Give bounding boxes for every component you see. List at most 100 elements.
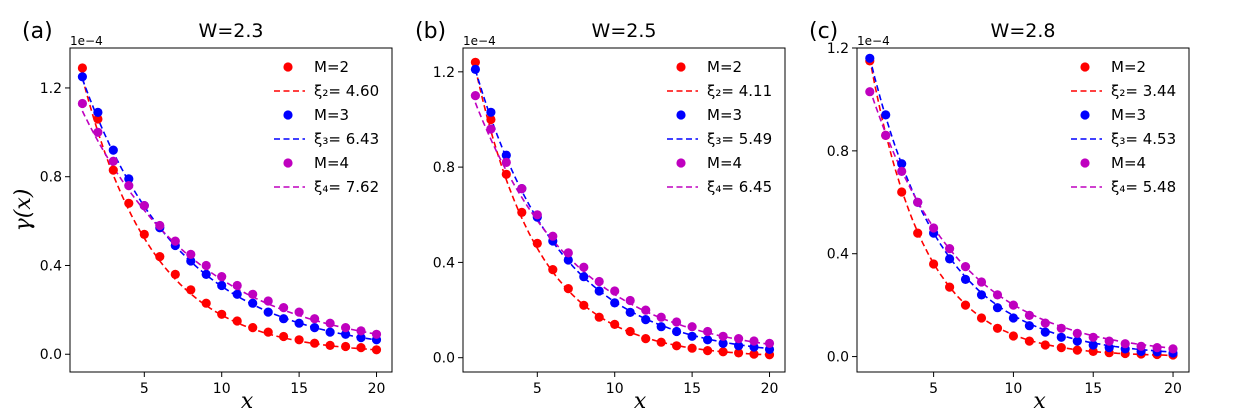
data-point-series-2-x-5	[929, 223, 939, 233]
x-tick-label: 15	[1084, 381, 1102, 397]
data-point-series-0-x-8	[976, 313, 987, 323]
data-point-series-1-x-16	[310, 323, 320, 333]
data-point-series-2-x-16	[1104, 336, 1114, 346]
data-point-series-1-x-19	[356, 333, 366, 343]
legend: M=2 ξ₂= 3.44 M=3 ξ₃= 4.53 M=4 ξ₄= 5.48	[1071, 58, 1176, 196]
x-tick-label: 5	[140, 381, 149, 397]
legend-series-label: M=2	[314, 58, 349, 76]
legend: M=2 ξ₂= 4.60 M=3 ξ₃= 6.43 M=4 ξ₄= 7.62	[274, 58, 379, 196]
data-point-series-0-x-10	[217, 309, 227, 319]
data-point-series-0-x-5	[532, 238, 542, 248]
data-point-series-0-x-15	[687, 343, 697, 353]
data-point-series-0-x-1	[77, 63, 87, 73]
y-tick-label: 0.0	[40, 347, 62, 363]
data-point-series-1-x-8	[976, 290, 987, 300]
data-point-series-1-x-18	[734, 341, 744, 351]
data-point-series-2-x-8	[976, 277, 987, 287]
y-tick-label: 0.0	[827, 350, 849, 366]
legend-marker-0	[283, 62, 293, 72]
data-point-series-2-x-1	[470, 91, 480, 101]
data-point-series-2-x-17	[1120, 339, 1130, 349]
x-tick-label: 10	[1005, 381, 1023, 397]
data-point-series-2-x-15	[1088, 332, 1098, 342]
legend-fit-label: ξ₃= 5.49	[707, 130, 772, 148]
data-point-series-1-x-1	[865, 53, 875, 63]
y-tick-label: 0.8	[827, 144, 849, 160]
y-axis-label: γ(x)	[11, 189, 36, 232]
data-point-series-2-x-3	[501, 157, 511, 167]
data-point-series-0-x-10	[1008, 331, 1019, 341]
data-point-series-0-x-17	[325, 340, 335, 350]
data-point-series-1-x-13	[656, 322, 666, 332]
panel-title: W=2.8	[991, 20, 1056, 42]
data-point-series-0-x-9	[201, 298, 211, 308]
legend-marker-1	[676, 110, 686, 120]
data-point-series-2-x-13	[1056, 323, 1066, 333]
panel-1: (b) W=2.5 1e−4 5 10 15 20 0.0 0.4 0.8 1.2 x M=2 ξ₂= 4…	[415, 19, 786, 414]
data-point-series-1-x-13	[1056, 332, 1066, 342]
legend-marker-0	[1080, 62, 1090, 72]
data-point-series-2-x-19	[749, 336, 759, 346]
data-point-series-0-x-15	[1088, 346, 1098, 356]
fit-line-0	[869, 58, 1174, 357]
data-point-series-1-x-11	[625, 307, 635, 317]
data-point-series-2-x-10	[1008, 300, 1019, 310]
data-point-series-1-x-8	[186, 256, 196, 266]
data-point-series-1-x-14	[279, 314, 289, 324]
x-axis-label: x	[241, 389, 254, 414]
data-point-series-2-x-16	[703, 326, 713, 337]
data-point-series-2-x-9	[201, 260, 211, 271]
data-point-series-1-x-14	[1072, 336, 1082, 346]
y-tick-label: 0.4	[40, 258, 62, 274]
data-point-series-0-x-12	[641, 334, 651, 344]
data-point-series-1-x-2	[486, 107, 496, 117]
data-point-series-0-x-15	[294, 335, 304, 345]
data-point-series-1-x-7	[563, 255, 573, 265]
data-point-series-2-x-17	[718, 331, 728, 341]
data-point-series-2-x-17	[325, 318, 335, 328]
data-point-series-2-x-12	[641, 305, 651, 315]
panel-label: (b)	[415, 19, 446, 44]
x-tick-label: 15	[290, 381, 308, 397]
data-point-series-0-x-12	[1040, 340, 1050, 350]
data-point-series-0-x-1	[470, 57, 480, 67]
data-point-series-0-x-18	[341, 341, 351, 352]
data-point-series-2-x-14	[672, 317, 682, 327]
x-tick-label: 20	[761, 381, 779, 397]
data-point-series-2-x-20	[371, 329, 382, 339]
data-point-series-0-x-12	[248, 323, 258, 333]
data-point-series-0-x-19	[356, 343, 366, 353]
data-point-series-2-x-16	[310, 314, 320, 324]
legend-series-label: M=2	[707, 58, 742, 76]
axis-scale-label: 1e−4	[463, 34, 496, 48]
data-point-series-0-x-13	[656, 337, 666, 347]
data-point-series-0-x-14	[672, 341, 682, 351]
data-point-series-1-x-14	[672, 326, 682, 337]
data-point-series-2-x-9	[594, 276, 604, 287]
data-point-series-1-x-1	[470, 64, 480, 74]
data-point-series-2-x-4	[913, 197, 923, 207]
panel-0: (a) W=2.3 1e−4 5 10 15 20 0.0 0.4 0.8 1.2 x γ(x) M=2 ξ…	[11, 19, 393, 414]
x-axis-label: x	[634, 389, 647, 414]
data-point-series-2-x-11	[232, 280, 242, 291]
data-point-series-2-x-15	[687, 322, 697, 332]
data-point-series-2-x-7	[170, 236, 180, 246]
y-tick-label: 1.2	[40, 81, 62, 97]
data-point-series-1-x-10	[610, 298, 620, 308]
legend-fit-label: ξ₃= 4.53	[1111, 130, 1176, 148]
data-point-series-0-x-11	[625, 326, 635, 337]
legend-marker-1	[283, 110, 293, 120]
y-tick-label: 0.0	[433, 351, 455, 367]
data-point-series-2-x-6	[945, 244, 955, 254]
data-point-series-1-x-15	[1088, 340, 1098, 350]
data-point-series-1-x-3	[501, 150, 511, 160]
data-point-series-0-x-7	[960, 300, 971, 310]
panel-title: W=2.3	[199, 20, 264, 42]
data-point-series-2-x-7	[960, 262, 971, 272]
data-point-series-2-x-19	[1152, 343, 1162, 353]
data-point-series-1-x-12	[641, 315, 651, 325]
data-point-series-2-x-4	[517, 184, 527, 194]
data-point-series-1-x-8	[579, 272, 589, 282]
legend-series-label: M=4	[707, 154, 742, 172]
data-point-series-1-x-16	[1104, 343, 1114, 353]
